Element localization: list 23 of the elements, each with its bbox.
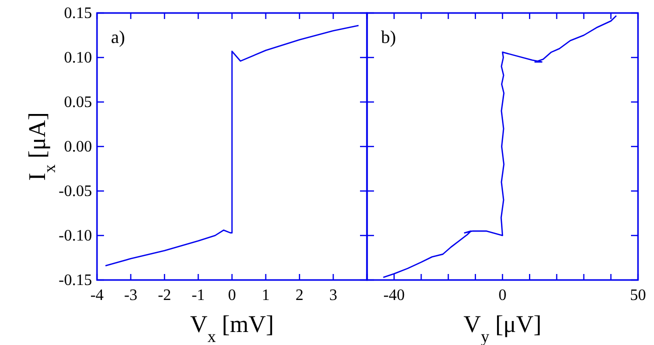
y-tick-label: -0.05: [58, 183, 92, 200]
line-series: [104, 24, 360, 266]
x-axis-title: V$_{x}$ [mV]: [190, 312, 274, 345]
x-tick-label: 1: [262, 287, 270, 304]
x-tick-label: -4: [90, 287, 104, 304]
x-tick-label: -40: [383, 287, 405, 304]
x-tick-label: 0: [228, 287, 236, 304]
y-tick-label: -0.15: [58, 272, 92, 289]
y-tick-label: -0.10: [58, 228, 92, 244]
annotation: a): [111, 27, 125, 47]
y-tick-label: 0.10: [64, 50, 92, 66]
x-tick-label: 2: [296, 287, 304, 304]
annotation: b): [381, 27, 396, 47]
x-tick-label: -3: [124, 287, 138, 304]
y-tick-label: 0.05: [64, 94, 92, 111]
x-tick-label: -1: [192, 287, 205, 304]
x-tick-label: 50: [630, 287, 646, 304]
x-tick-label: 3: [329, 287, 338, 304]
y-tick-label: 0.00: [64, 138, 92, 156]
x-tick-label: 0: [498, 287, 506, 304]
y-tick-label: 0.15: [64, 5, 92, 22]
x-axis-title: V$_{y}$ [μV]: [464, 312, 542, 345]
x-tick-label: -2: [158, 287, 172, 304]
